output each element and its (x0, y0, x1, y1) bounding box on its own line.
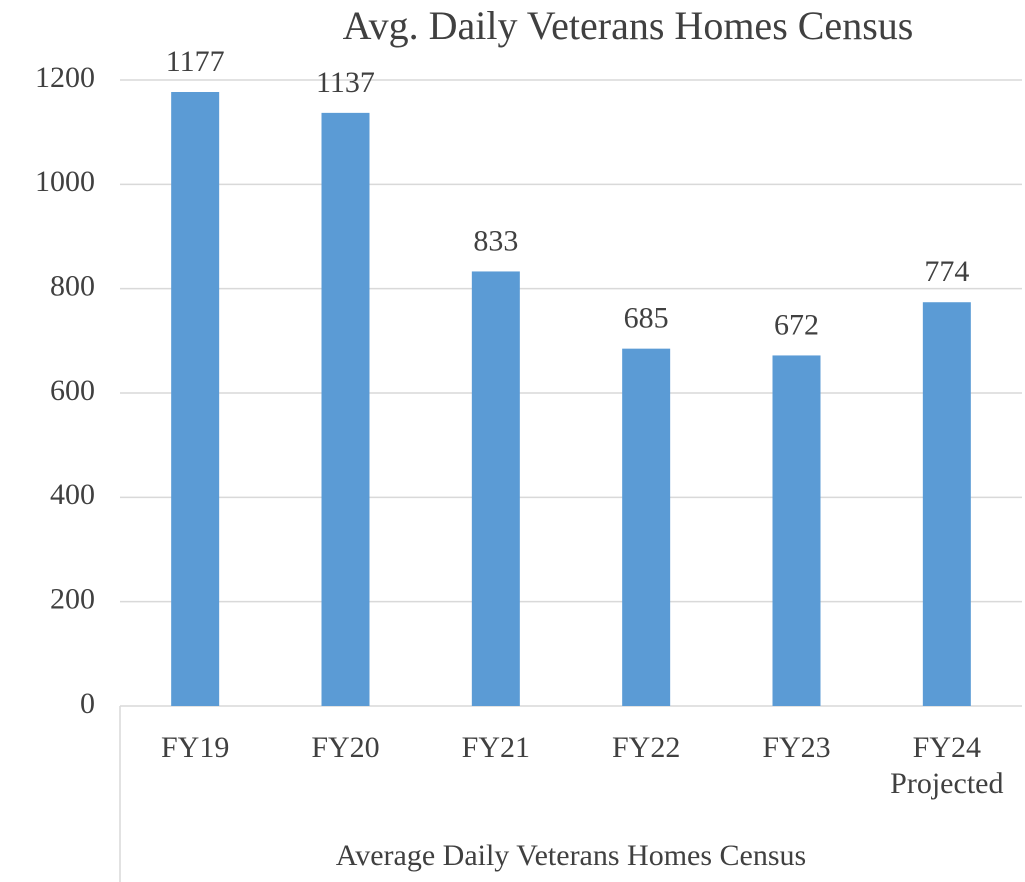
x-axis-label: Average Daily Veterans Homes Census (336, 839, 806, 872)
bar (772, 355, 821, 706)
x-tick-label: FY24 Projected (890, 731, 1004, 800)
bar (622, 348, 671, 706)
bar (471, 271, 520, 706)
y-tick-label: 400 (50, 478, 95, 511)
bar (171, 91, 220, 706)
x-tick-label: FY23 (762, 731, 831, 764)
x-tick-label: FY19 (160, 731, 230, 764)
y-tick-label: 200 (50, 583, 95, 616)
data-label: 774 (924, 255, 969, 288)
y-tick-label: 1200 (35, 61, 95, 94)
x-tick-label: FY21 (461, 731, 530, 764)
y-tick-label: 1000 (35, 165, 95, 198)
data-label: 1137 (316, 66, 375, 99)
y-tick-label: 800 (50, 270, 95, 303)
data-label: 685 (624, 302, 669, 335)
x-tick-label: FY20 (311, 731, 380, 764)
y-tick-label: 600 (50, 374, 95, 407)
data-label: 1177 (166, 45, 225, 78)
data-label: 833 (473, 224, 518, 257)
data-label: 672 (774, 308, 819, 341)
bar (321, 112, 370, 707)
chart-title: Avg. Daily Veterans Homes Census (343, 3, 914, 48)
x-tick-label: FY22 (611, 731, 681, 764)
bar (922, 302, 971, 706)
y-tick-label: 0 (80, 687, 95, 720)
